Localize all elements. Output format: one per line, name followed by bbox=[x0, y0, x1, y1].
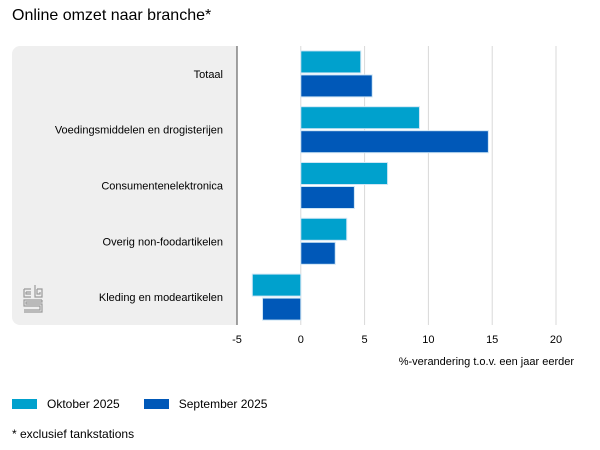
x-tick-labels: -5 0 5 10 15 20 bbox=[232, 334, 562, 346]
bar-september bbox=[300, 241, 336, 265]
bar-chart: Totaal Voedingsmiddelen en drogisterijen C… bbox=[55, 46, 575, 368]
bar-september bbox=[300, 130, 489, 154]
category-label: Totaal bbox=[194, 69, 223, 81]
legend-item-oktober: Oktober 2025 bbox=[12, 397, 120, 411]
category-label: Consumentenelektronica bbox=[101, 181, 224, 193]
x-axis-label: %-verandering t.o.v. een jaar eerder bbox=[399, 356, 575, 368]
category-label-panel bbox=[12, 46, 237, 325]
legend-item-september: September 2025 bbox=[143, 397, 268, 411]
legend-label: September 2025 bbox=[178, 397, 268, 411]
x-tick-label: 0 bbox=[298, 334, 304, 346]
legend-swatch bbox=[143, 399, 169, 409]
bar-oktober bbox=[300, 106, 420, 130]
bar-september bbox=[300, 186, 355, 209]
footnote: * exclusief tankstations bbox=[12, 427, 135, 441]
bar-oktober bbox=[300, 50, 362, 74]
category-label: Kleding en modeartikelen bbox=[99, 292, 223, 304]
legend: Oktober 2025 September 2025 bbox=[12, 397, 291, 411]
bar-oktober bbox=[300, 217, 348, 241]
x-tick-label: 5 bbox=[362, 334, 368, 346]
x-tick-label: -5 bbox=[232, 334, 242, 346]
x-tick-label: 15 bbox=[486, 334, 498, 346]
bar-september bbox=[262, 297, 302, 321]
category-label: Overig non-foodartikelen bbox=[103, 236, 223, 248]
cbs-logo-icon bbox=[23, 285, 43, 313]
bar-oktober bbox=[300, 162, 389, 185]
bar-oktober bbox=[251, 273, 302, 297]
bar-september bbox=[300, 74, 373, 98]
legend-label: Oktober 2025 bbox=[47, 397, 120, 411]
x-tick-label: 10 bbox=[422, 334, 434, 346]
category-label: Voedingsmiddelen en drogisterijen bbox=[55, 125, 223, 137]
chart-title: Online omzet naar branche* bbox=[12, 7, 212, 24]
x-tick-label: 20 bbox=[550, 334, 562, 346]
category-labels: Totaal Voedingsmiddelen en drogisterijen C… bbox=[55, 69, 224, 304]
bars bbox=[251, 50, 489, 321]
legend-swatch bbox=[12, 399, 37, 409]
